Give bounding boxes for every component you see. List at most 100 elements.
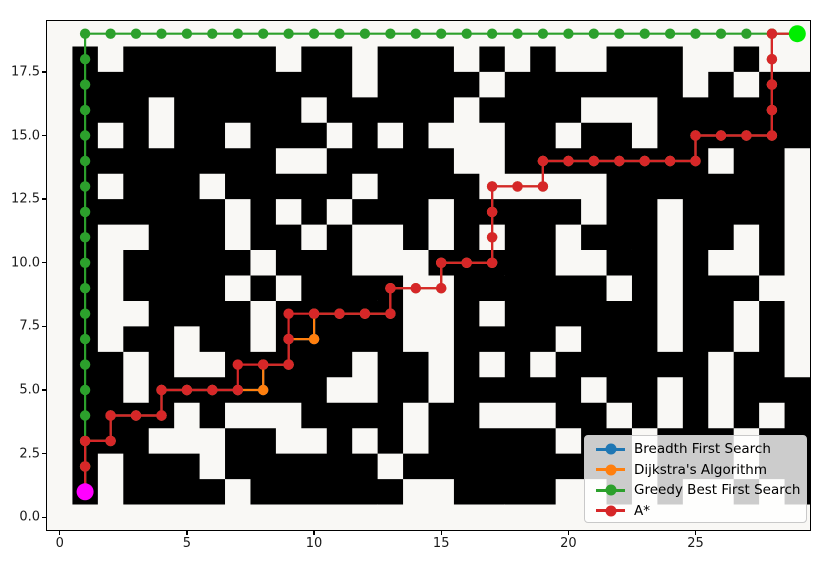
path-node (156, 28, 167, 39)
y-tick-mark (42, 389, 46, 391)
path-node (664, 28, 676, 39)
path-node (79, 130, 91, 141)
x-tick-label: 0 (55, 536, 64, 551)
path-node (79, 359, 91, 370)
path-node (105, 28, 116, 39)
legend-line-sample (596, 505, 625, 517)
path-node (283, 308, 294, 319)
path-node (283, 28, 294, 39)
path-node (385, 308, 396, 319)
path-node (79, 104, 91, 116)
legend-label: Breadth First Search (634, 441, 771, 458)
plot-svg (72, 25, 810, 505)
x-tick-label: 15 (432, 536, 450, 551)
path-node (232, 359, 243, 370)
path-node (79, 181, 91, 192)
path-node (486, 232, 498, 243)
path-node (232, 384, 243, 396)
path-node (79, 206, 91, 218)
path-node (207, 28, 218, 39)
path-node (283, 359, 294, 370)
path-node (639, 155, 650, 167)
legend-label: Dijkstra's Algorithm (634, 461, 768, 478)
plot-area (46, 20, 811, 531)
x-tick-label: 10 (305, 536, 323, 551)
path-node (105, 410, 116, 421)
x-tick-mark (186, 531, 188, 535)
y-tick-mark (42, 516, 46, 518)
path-node (308, 308, 320, 319)
path-node (130, 410, 142, 421)
path-node (385, 283, 396, 294)
path-node (766, 130, 778, 141)
y-tick-label: 15.0 (11, 128, 40, 144)
y-tick-label: 12.5 (11, 191, 40, 207)
legend-label: Greedy Best First Search (634, 482, 801, 499)
path-node (436, 28, 447, 39)
y-tick-mark (42, 71, 46, 73)
path-node (130, 28, 142, 39)
start-marker (76, 483, 94, 501)
path-node (79, 333, 91, 345)
legend-marker-dot (605, 505, 616, 517)
path-node (436, 283, 447, 294)
path-node (436, 257, 447, 268)
path-node (537, 28, 549, 39)
path-node (664, 155, 676, 167)
y-tick-label: 10.0 (11, 255, 40, 271)
path-node (766, 104, 778, 116)
path-node (537, 155, 549, 167)
legend-line-sample (596, 484, 625, 496)
path-node (79, 308, 91, 319)
y-tick-mark (42, 452, 46, 455)
path-node (741, 130, 752, 141)
path-node (283, 333, 294, 345)
path-node (563, 28, 574, 39)
path-node (614, 155, 625, 167)
path-node (385, 28, 396, 39)
x-tick-mark (694, 531, 697, 535)
legend-item-dijkstras-algorithm: Dijkstra's Algorithm (585, 460, 806, 481)
y-tick-label: 0.0 (19, 509, 40, 525)
path-node (741, 28, 752, 39)
path-node (359, 28, 371, 39)
path-node (258, 28, 269, 39)
y-tick-mark (42, 325, 46, 328)
x-tick-label: 20 (560, 536, 577, 551)
end-marker (788, 25, 806, 43)
y-tick-label: 7.5 (19, 318, 40, 334)
path-node (308, 28, 320, 39)
path-node (512, 181, 523, 192)
path-node (79, 79, 91, 90)
path-node (258, 359, 269, 370)
legend-marker-dot (605, 464, 616, 476)
path-node (766, 28, 778, 39)
legend: Breadth First Search Dijkstra's Algorith… (584, 435, 807, 523)
x-tick-mark (567, 531, 570, 535)
path-greedy-best-first-search (79, 28, 803, 497)
path-node (79, 461, 91, 472)
path-node (486, 28, 498, 39)
y-tick-label: 5.0 (19, 382, 40, 398)
path-node (181, 384, 193, 396)
path-node (79, 232, 91, 243)
path-node (614, 28, 625, 39)
path-node (359, 308, 371, 319)
path-node (537, 181, 549, 192)
y-tick-mark (42, 262, 46, 264)
path-node (588, 155, 599, 167)
x-tick-mark (313, 531, 315, 535)
path-node (79, 384, 91, 396)
y-tick-mark (42, 198, 46, 200)
path-node (563, 155, 574, 167)
path-node (486, 257, 498, 268)
path-node (334, 28, 345, 39)
path-node (461, 28, 472, 39)
x-tick-label: 5 (182, 536, 192, 551)
legend-marker-dot (605, 443, 616, 455)
y-tick-label: 2.5 (19, 446, 40, 462)
path-node (766, 54, 778, 65)
path-node (512, 28, 523, 39)
x-tick-mark (440, 531, 442, 535)
